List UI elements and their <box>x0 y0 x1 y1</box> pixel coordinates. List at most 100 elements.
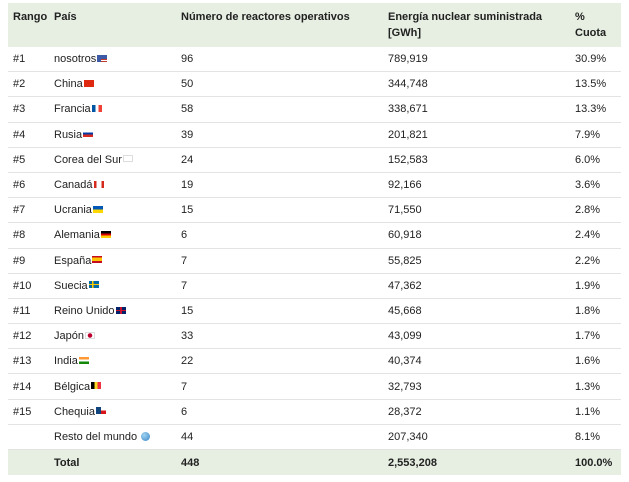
reactors-cell: 15 <box>176 298 383 325</box>
energy-cell: 338,671 <box>383 96 570 123</box>
rank-cell: #9 <box>8 248 49 274</box>
ua-flag-icon <box>92 205 103 213</box>
country-name: Ucrania <box>54 204 92 217</box>
country-name: Reino Unido <box>54 304 115 317</box>
energy-cell: 40,374 <box>383 348 570 375</box>
country-name: China <box>54 78 83 91</box>
rank-cell: #12 <box>8 323 49 350</box>
share-cell: 6.0% <box>570 147 621 173</box>
country-cell: Bélgica <box>49 373 176 400</box>
reactors-cell: 6 <box>176 222 383 249</box>
reactors-cell: 15 <box>176 197 383 224</box>
header-rank: Rango <box>13 11 48 23</box>
reactors-cell: 22 <box>176 348 383 375</box>
rank-cell: #6 <box>8 172 49 199</box>
share-cell: 1.6% <box>570 348 621 375</box>
country-name: India <box>54 355 78 368</box>
country-name: Japón <box>54 330 84 343</box>
table-row: #4 Rusia 39 201,821 7.9% <box>8 122 621 148</box>
energy-cell: 152,583 <box>383 147 570 173</box>
rank-cell: #10 <box>8 273 49 299</box>
se-flag-icon <box>88 281 99 289</box>
country-name: Chequia <box>54 405 95 418</box>
kr-flag-icon <box>122 155 133 163</box>
share-cell: 1.8% <box>570 298 621 325</box>
country-name: Rusia <box>54 128 83 141</box>
rank-cell: #13 <box>8 348 49 375</box>
share-cell: 2.2% <box>570 248 621 274</box>
rank-cell: #14 <box>8 373 49 400</box>
energy-cell: 43,099 <box>383 323 570 350</box>
header-reactors: Número de reactores operativos <box>181 11 350 23</box>
table-row: #10 Suecia 7 47,362 1.9% <box>8 273 621 299</box>
reactors-cell: 33 <box>176 323 383 350</box>
ca-flag-icon <box>93 180 104 188</box>
table-row: #2 China 50 344,748 13.5% <box>8 71 621 98</box>
rank-cell: #4 <box>8 122 49 148</box>
table-row: #5 Corea del Sur 24 152,583 6.0% <box>8 147 621 173</box>
table-row: #1 nosotros 96 789,919 30.9% <box>8 47 621 73</box>
reactors-cell: 96 <box>176 47 383 73</box>
table-row: #7 Ucrania 15 71,550 2.8% <box>8 197 621 224</box>
be-flag-icon <box>91 382 102 390</box>
share-cell: 13.5% <box>570 71 621 98</box>
country-cell: Chequia <box>49 399 176 425</box>
table-row: #14 Bélgica 7 32,793 1.3% <box>8 373 621 400</box>
reactors-cell: 7 <box>176 273 383 299</box>
share-cell: 1.1% <box>570 399 621 425</box>
de-flag-icon <box>100 231 111 238</box>
country-name: nosotros <box>54 53 97 66</box>
country-name: Alemania <box>54 229 100 242</box>
rank-cell <box>8 424 49 451</box>
energy-cell: 789,919 <box>383 47 570 73</box>
table-row: #6 Canadá 19 92,166 3.6% <box>8 172 621 199</box>
energy-cell: 45,668 <box>383 298 570 325</box>
rank-cell: #8 <box>8 222 49 249</box>
gb-flag-icon <box>115 306 126 314</box>
reactors-cell: 44 <box>176 424 383 451</box>
share-cell: 1.9% <box>570 273 621 299</box>
total-share: 100.0% <box>575 456 613 469</box>
country-name: Canadá <box>54 179 93 192</box>
country-cell: nosotros <box>49 47 176 73</box>
energy-cell: 344,748 <box>383 71 570 98</box>
ru-flag-icon <box>83 130 94 138</box>
rank-cell: #7 <box>8 197 49 224</box>
country-cell: Ucrania <box>49 197 176 224</box>
share-cell: 2.8% <box>570 197 621 224</box>
cn-flag-icon <box>83 79 94 87</box>
table-header-row: Rango País Número de reactores operativo… <box>8 3 621 47</box>
table-row: #8 Alemania 6 60,918 2.4% <box>8 222 621 249</box>
rank-cell: #3 <box>8 96 49 123</box>
country-cell: Resto del mundo <box>49 424 176 451</box>
reactor-table-container: Rango País Número de reactores operativo… <box>8 3 621 475</box>
share-cell: 3.6% <box>570 172 621 199</box>
cz-flag-icon <box>95 407 106 415</box>
nuclear-energy-table: Rango País Número de reactores operativo… <box>8 3 621 475</box>
energy-cell: 207,340 <box>383 424 570 451</box>
country-name: Corea del Sur <box>54 153 122 166</box>
header-energy: Energía nuclear suministrada [GWh] <box>388 11 543 39</box>
table-row: #12 Japón 33 43,099 1.7% <box>8 323 621 350</box>
share-cell: 1.7% <box>570 323 621 350</box>
country-cell: Japón <box>49 323 176 350</box>
country-cell: Suecia <box>49 273 176 299</box>
reactors-cell: 7 <box>176 248 383 274</box>
in-flag-icon <box>78 356 89 364</box>
country-name: Bélgica <box>54 380 91 393</box>
country-cell: Francia <box>49 96 176 123</box>
share-cell: 8.1% <box>570 424 621 451</box>
rank-cell: #11 <box>8 298 49 325</box>
country-cell: Rusia <box>49 122 176 148</box>
reactors-cell: 7 <box>176 373 383 400</box>
table-total-row: Total 448 2,553,208 100.0% <box>8 449 621 475</box>
table-row: #9 España 7 55,825 2.2% <box>8 248 621 274</box>
energy-cell: 47,362 <box>383 273 570 299</box>
country-cell: Corea del Sur <box>49 147 176 173</box>
energy-cell: 60,918 <box>383 222 570 249</box>
share-cell: 2.4% <box>570 222 621 249</box>
country-name: Suecia <box>54 279 88 292</box>
us-flag-icon <box>97 54 108 62</box>
jp-flag-icon <box>84 331 95 339</box>
fr-flag-icon <box>91 105 102 113</box>
